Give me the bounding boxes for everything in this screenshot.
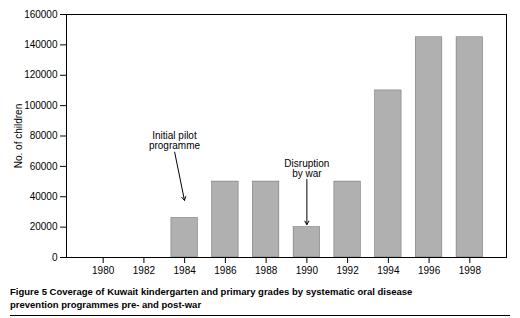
svg-text:1982: 1982: [133, 265, 156, 276]
svg-text:1984: 1984: [174, 265, 197, 276]
svg-text:120000: 120000: [24, 69, 58, 80]
svg-text:40000: 40000: [30, 191, 58, 202]
svg-text:Initial pilotprogramme: Initial pilotprogramme: [149, 130, 201, 151]
svg-text:1992: 1992: [336, 265, 359, 276]
svg-text:100000: 100000: [24, 100, 58, 111]
svg-text:No. of children: No. of children: [13, 104, 24, 168]
svg-text:1986: 1986: [214, 265, 237, 276]
svg-text:20000: 20000: [30, 221, 58, 232]
svg-text:1998: 1998: [459, 265, 482, 276]
svg-text:1980: 1980: [92, 265, 115, 276]
html-text:Figure 5 Coverage of Kuwait ki: Figure 5 Coverage of Kuwait kindergarten…: [10, 286, 413, 310]
svg-text:1994: 1994: [377, 265, 400, 276]
svg-text:60000: 60000: [30, 161, 58, 172]
svg-text:Disruptionby war: Disruptionby war: [284, 158, 329, 179]
svg-text:1990: 1990: [296, 265, 319, 276]
svg-text:160000: 160000: [24, 9, 58, 20]
svg-text:80000: 80000: [30, 130, 58, 141]
svg-text:1988: 1988: [255, 265, 278, 276]
svg-text:140000: 140000: [24, 39, 58, 50]
svg-text:1996: 1996: [418, 265, 441, 276]
svg-text:0: 0: [52, 252, 58, 263]
